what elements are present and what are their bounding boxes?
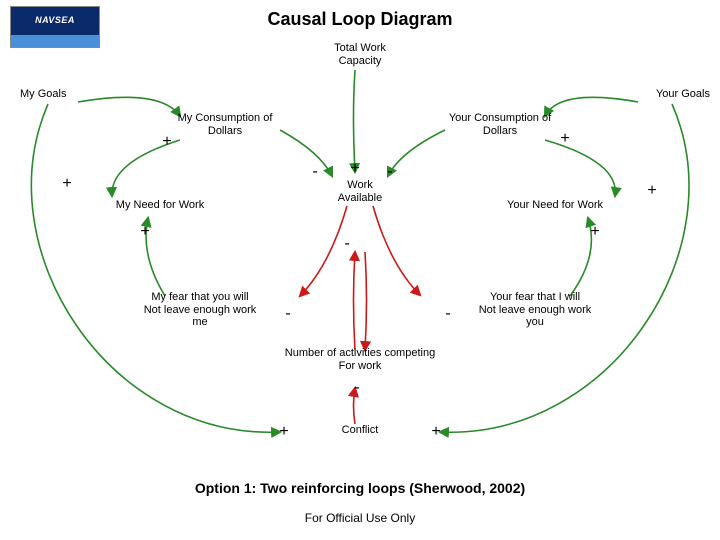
arrow-11 xyxy=(440,104,689,432)
node-my_need: My Need for Work xyxy=(10,199,310,212)
caption: Option 1: Two reinforcing loops (Sherwoo… xyxy=(0,480,720,496)
polarity-5: + xyxy=(345,160,365,178)
node-your_goals: Your Goals xyxy=(600,88,710,101)
node-my_consume: My Consumption of Dollars xyxy=(75,112,375,137)
polarity-0: + xyxy=(157,133,177,151)
polarity-2: + xyxy=(57,175,77,193)
polarity-13: + xyxy=(274,423,294,441)
polarity-8: + xyxy=(585,223,605,241)
polarity-12: - xyxy=(347,379,367,397)
arrow-5 xyxy=(545,140,615,196)
polarity-3: + xyxy=(642,182,662,200)
page-title: Causal Loop Diagram xyxy=(0,9,720,30)
node-conflict: Conflict xyxy=(210,424,510,437)
node-your_fear: Your fear that I will Not leave enough w… xyxy=(385,291,685,329)
arrow-10 xyxy=(31,104,280,432)
arrow-layer xyxy=(0,0,720,540)
polarity-14: + xyxy=(426,423,446,441)
arrow-13 xyxy=(354,252,356,350)
polarity-1: + xyxy=(555,130,575,148)
node-my_goals: My Goals xyxy=(20,88,120,101)
node-total_work: Total Work Capacity xyxy=(210,42,510,67)
arrow-14 xyxy=(365,252,367,350)
node-num_act: Number of activities competing For work xyxy=(210,347,510,372)
footer: For Official Use Only xyxy=(0,512,720,526)
polarity-9: - xyxy=(337,235,357,253)
polarity-10: - xyxy=(278,305,298,323)
polarity-4: - xyxy=(305,163,325,181)
polarity-7: + xyxy=(135,223,155,241)
node-your_consume: Your Consumption of Dollars xyxy=(350,112,650,137)
node-your_need: Your Need for Work xyxy=(405,199,705,212)
diagram-canvas: { "meta": { "width": 720, "height": 540,… xyxy=(0,0,720,540)
polarity-11: - xyxy=(438,305,458,323)
node-my_fear: My fear that you will Not leave enough w… xyxy=(50,291,350,329)
arrow-7 xyxy=(373,206,420,295)
polarity-6: - xyxy=(380,163,400,181)
